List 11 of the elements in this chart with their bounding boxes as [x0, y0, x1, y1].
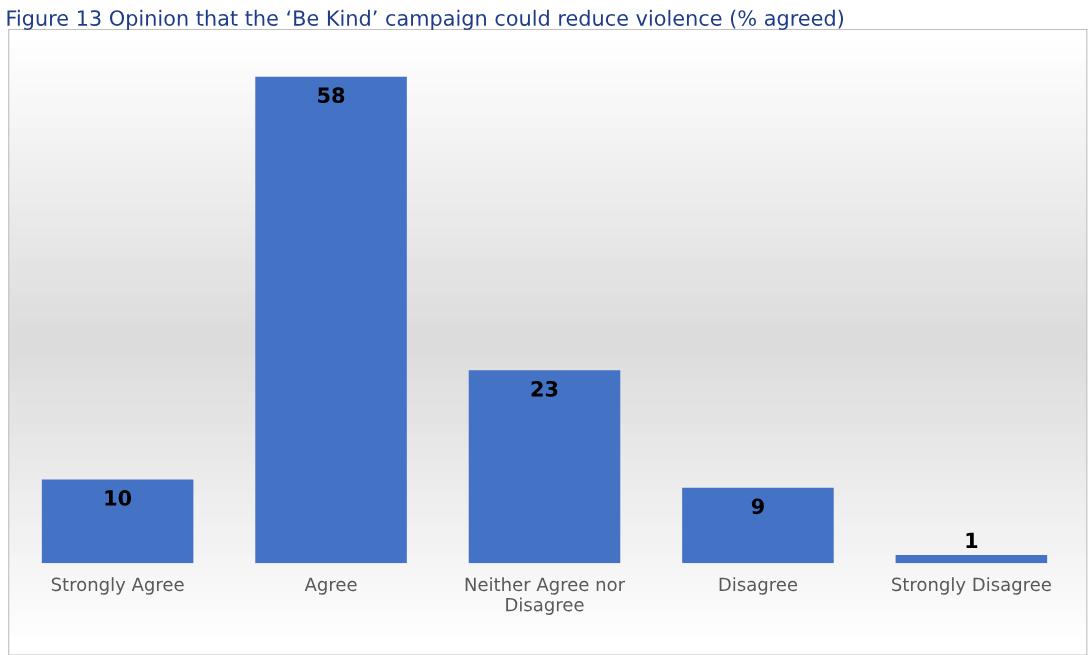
x-tick-label: Strongly Agree	[51, 577, 184, 595]
data-label: 10	[105, 489, 132, 506]
x-tick-label: Agree	[304, 577, 357, 595]
x-tick-label: Disagree	[719, 577, 798, 595]
x-tick-label: Strongly Disagree	[892, 577, 1051, 595]
chart-title: Figure 13 Opinion that the ‘Be Kind’ campaign could reduce violence (% agreed)	[7, 9, 844, 30]
data-label: 58	[318, 87, 345, 104]
x-tick-label: Neither Agree nor Disagree	[465, 577, 626, 615]
data-label: 23	[531, 380, 558, 397]
data-label: 1	[966, 532, 978, 549]
data-label: 9	[751, 498, 764, 515]
